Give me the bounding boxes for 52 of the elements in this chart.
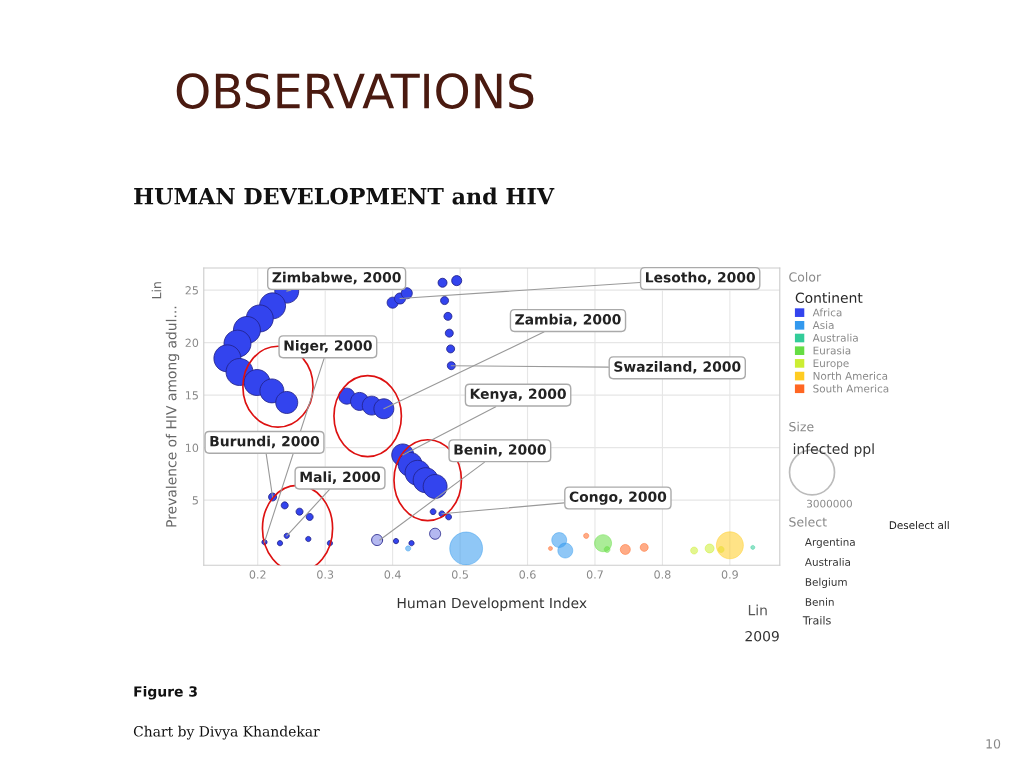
text: Chart by Divya Khandekar bbox=[133, 725, 320, 740]
legend-label: South America bbox=[813, 384, 889, 393]
annotation: Swaziland, 2000 bbox=[614, 361, 741, 374]
text: Lin bbox=[151, 282, 162, 299]
y-axis-title: Prevalence of HIV among adul... bbox=[165, 306, 180, 527]
text: 10 bbox=[986, 739, 1001, 749]
annotation: Zambia, 2000 bbox=[515, 313, 621, 327]
text: Color bbox=[789, 271, 822, 282]
legend-label: Eurasia bbox=[813, 346, 851, 355]
x-tick-label: 0.2 bbox=[249, 570, 266, 579]
chart-title: OBSERVATIONS bbox=[176, 73, 534, 109]
annotation: Mali, 2000 bbox=[300, 471, 381, 484]
x-tick-label: 0.4 bbox=[384, 570, 401, 579]
annotation: Niger, 2000 bbox=[284, 340, 372, 354]
text: Australia bbox=[804, 557, 850, 566]
text: Belgium bbox=[805, 577, 847, 588]
annotation: Zimbabwe, 2000 bbox=[272, 271, 401, 285]
y-tick-label: 5 bbox=[192, 496, 198, 505]
legend-label: North America bbox=[813, 371, 888, 380]
legend-title: Continent bbox=[795, 292, 863, 304]
x-axis-title: Human Development Index bbox=[397, 597, 587, 611]
text: Select bbox=[789, 516, 827, 527]
x-tick-label: 0.7 bbox=[586, 570, 603, 579]
text: Lin bbox=[748, 604, 767, 616]
annotation: Kenya, 2000 bbox=[470, 388, 566, 402]
chart-subtitle: HUMAN DEVELOPMENT and HIV bbox=[134, 187, 555, 205]
text: Deselect all bbox=[889, 521, 949, 530]
legend-label: Europe bbox=[813, 359, 849, 370]
text: 2009 bbox=[745, 630, 779, 642]
x-tick-label: 0.3 bbox=[317, 570, 334, 579]
text: infected ppl bbox=[793, 443, 874, 457]
x-tick-label: 0.8 bbox=[654, 570, 671, 579]
annotation: Lesotho, 2000 bbox=[646, 271, 755, 285]
x-tick-label: 0.9 bbox=[721, 570, 738, 579]
y-tick-label: 20 bbox=[185, 338, 199, 347]
y-tick-label: 25 bbox=[185, 286, 198, 295]
text: Benin bbox=[805, 597, 834, 606]
x-tick-label: 0.6 bbox=[519, 570, 536, 579]
legend-label: Africa bbox=[812, 308, 842, 317]
legend-label: 3000000 bbox=[807, 499, 852, 508]
annotation: Burundi, 2000 bbox=[210, 435, 320, 449]
caption: Figure 3 bbox=[134, 685, 197, 700]
legend-label: Asia bbox=[812, 321, 834, 330]
legend-label: Australia bbox=[812, 333, 858, 342]
y-tick-label: 10 bbox=[186, 443, 199, 452]
text: Size bbox=[789, 421, 814, 432]
annotation: Congo, 2000 bbox=[569, 491, 667, 505]
y-tick-label: 15 bbox=[186, 391, 198, 400]
x-tick-label: 0.5 bbox=[451, 570, 468, 579]
annotation: Benin, 2000 bbox=[454, 444, 546, 457]
text: Argentina bbox=[804, 537, 855, 549]
text: Trails bbox=[802, 615, 831, 625]
